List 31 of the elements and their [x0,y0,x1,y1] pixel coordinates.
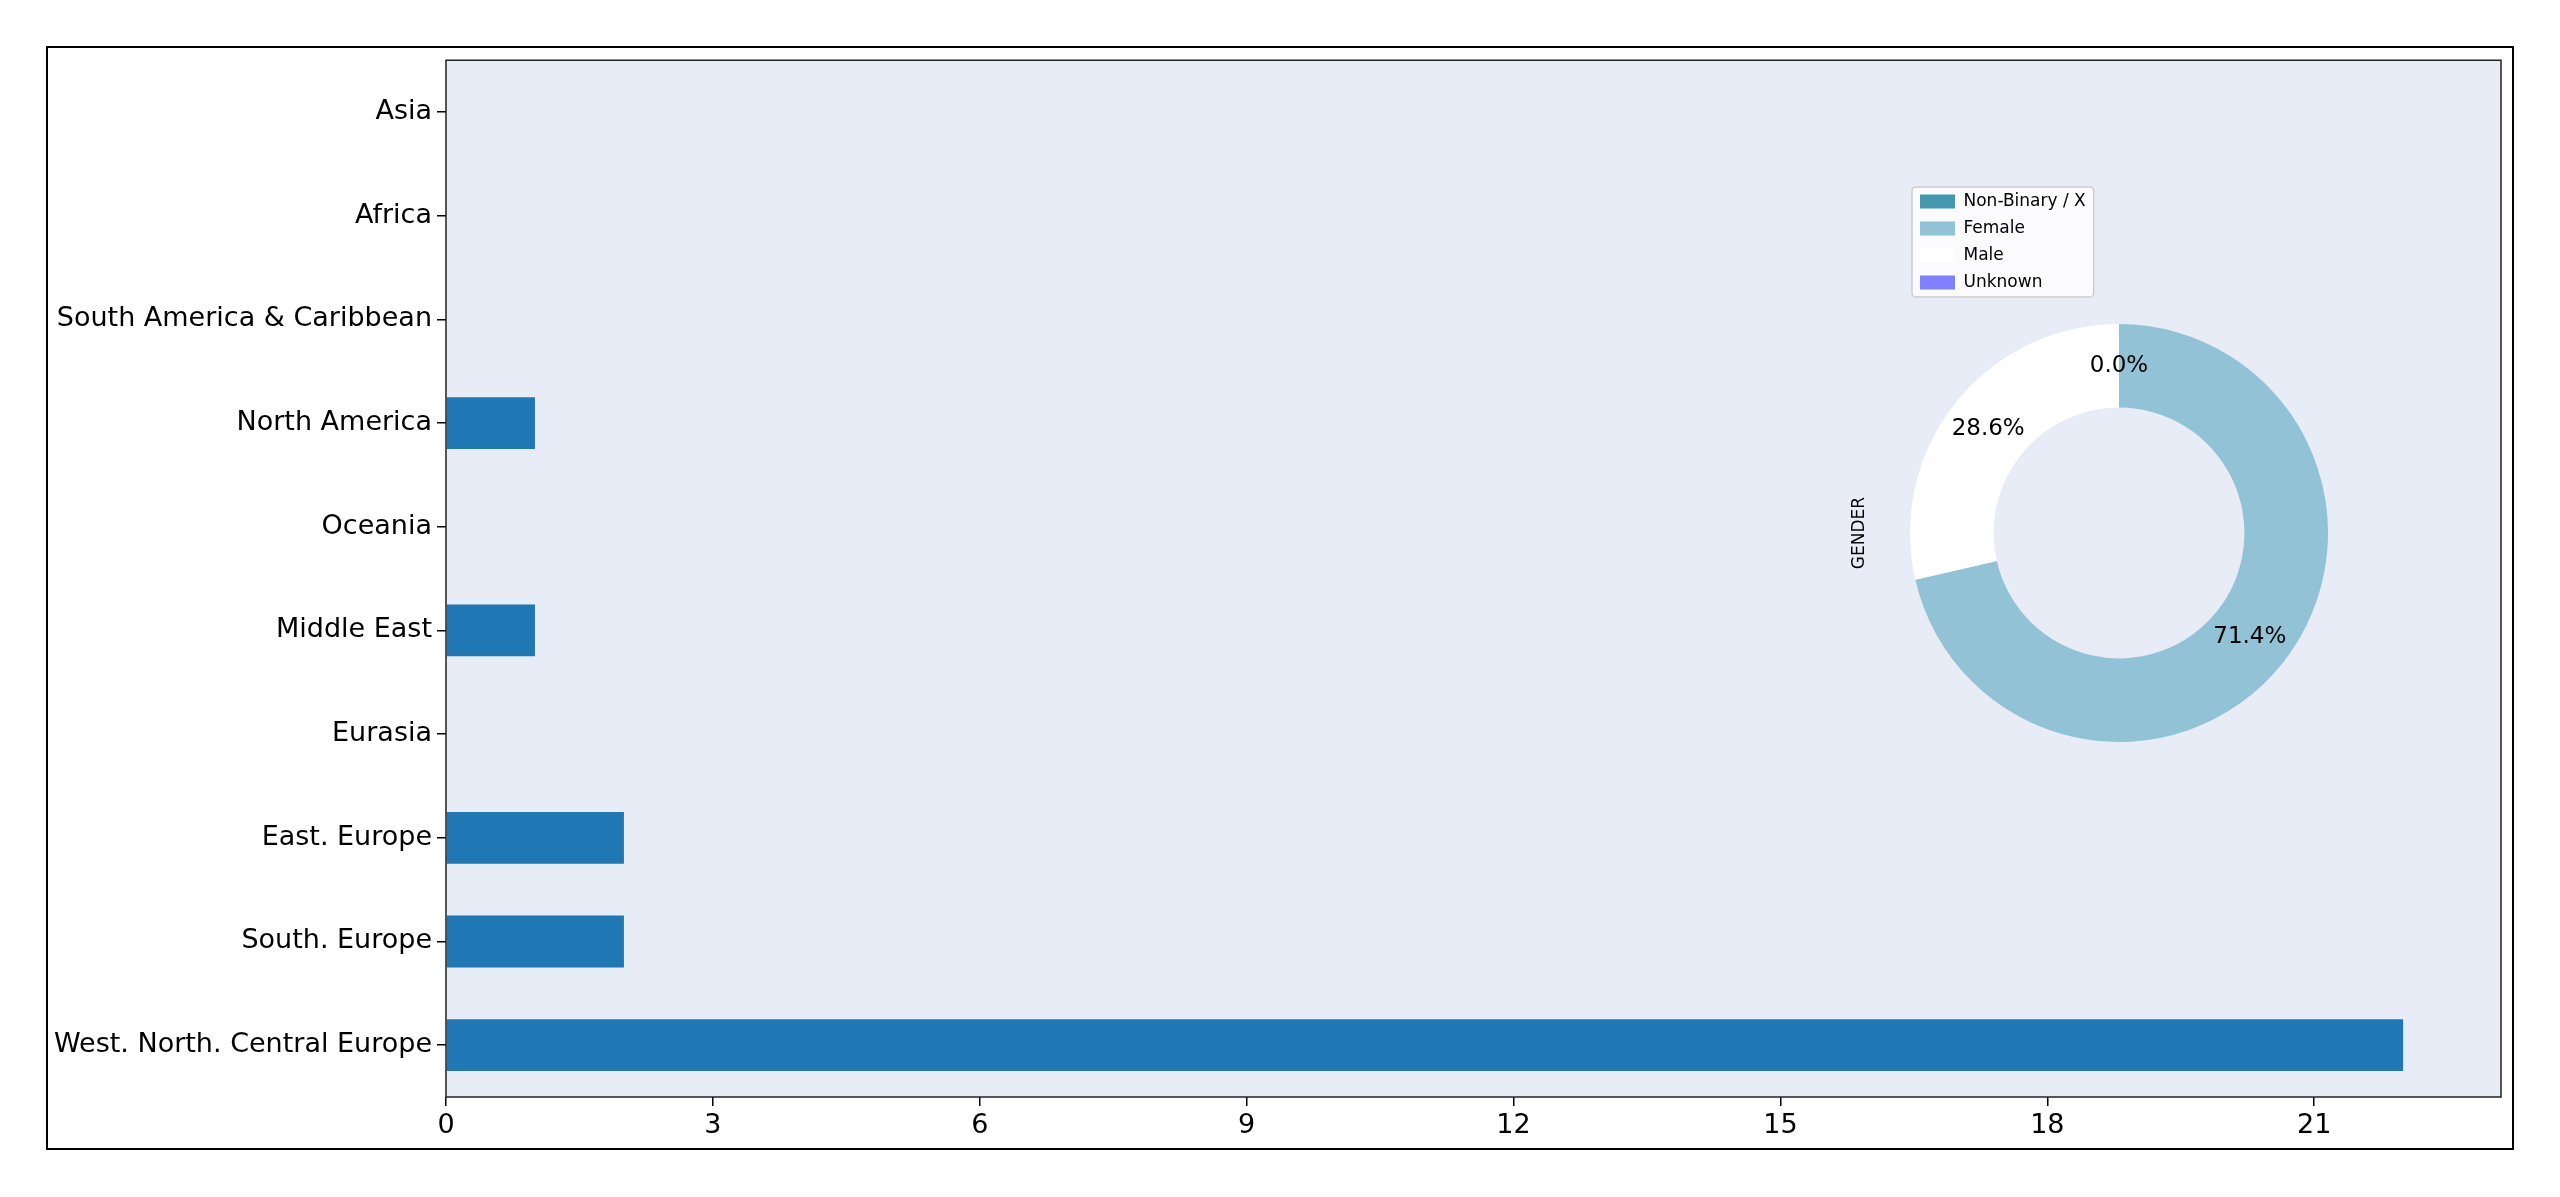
y-tick-label: South. Europe [241,923,432,955]
y-tick-label: Eurasia [332,716,432,748]
bar [446,1019,2404,1072]
y-tick-label: Oceania [321,508,432,540]
legend-label: Non-Binary / X [1963,189,2087,210]
y-tick-label: Asia [375,94,432,126]
slice-label: Male [1963,243,2004,264]
data-label: 28.6% [1951,413,2025,440]
y-tick-label: Africa [354,197,432,229]
y-tick-label: South America & Caribbean [56,301,432,333]
y-tick-label: North America [236,405,432,437]
bar [446,397,535,449]
text: GENDER [1848,496,1869,570]
x-tick-label: 21 [2297,1108,2332,1140]
data-label: 71.4% [2213,622,2287,649]
x-tick-label: 12 [1496,1108,1531,1140]
x-tick-label: 0 [437,1108,455,1140]
x-tick-label: 3 [704,1108,722,1140]
x-tick-label: 15 [1763,1108,1798,1140]
bar [446,915,624,968]
x-tick-label: 18 [2030,1108,2065,1140]
x-tick-label: 6 [971,1108,989,1140]
x-tick-label: 9 [1238,1108,1256,1140]
y-tick-label: East. Europe [261,819,432,851]
bar [446,604,535,657]
legend-label: Unknown [1963,270,2043,291]
y-tick-label: West. North. Central Europe [53,1027,432,1059]
y-tick-label: Middle East [275,612,432,644]
bar [446,811,624,864]
text: 0.0% [2089,350,2149,377]
legend-label: Female [1963,216,2025,237]
